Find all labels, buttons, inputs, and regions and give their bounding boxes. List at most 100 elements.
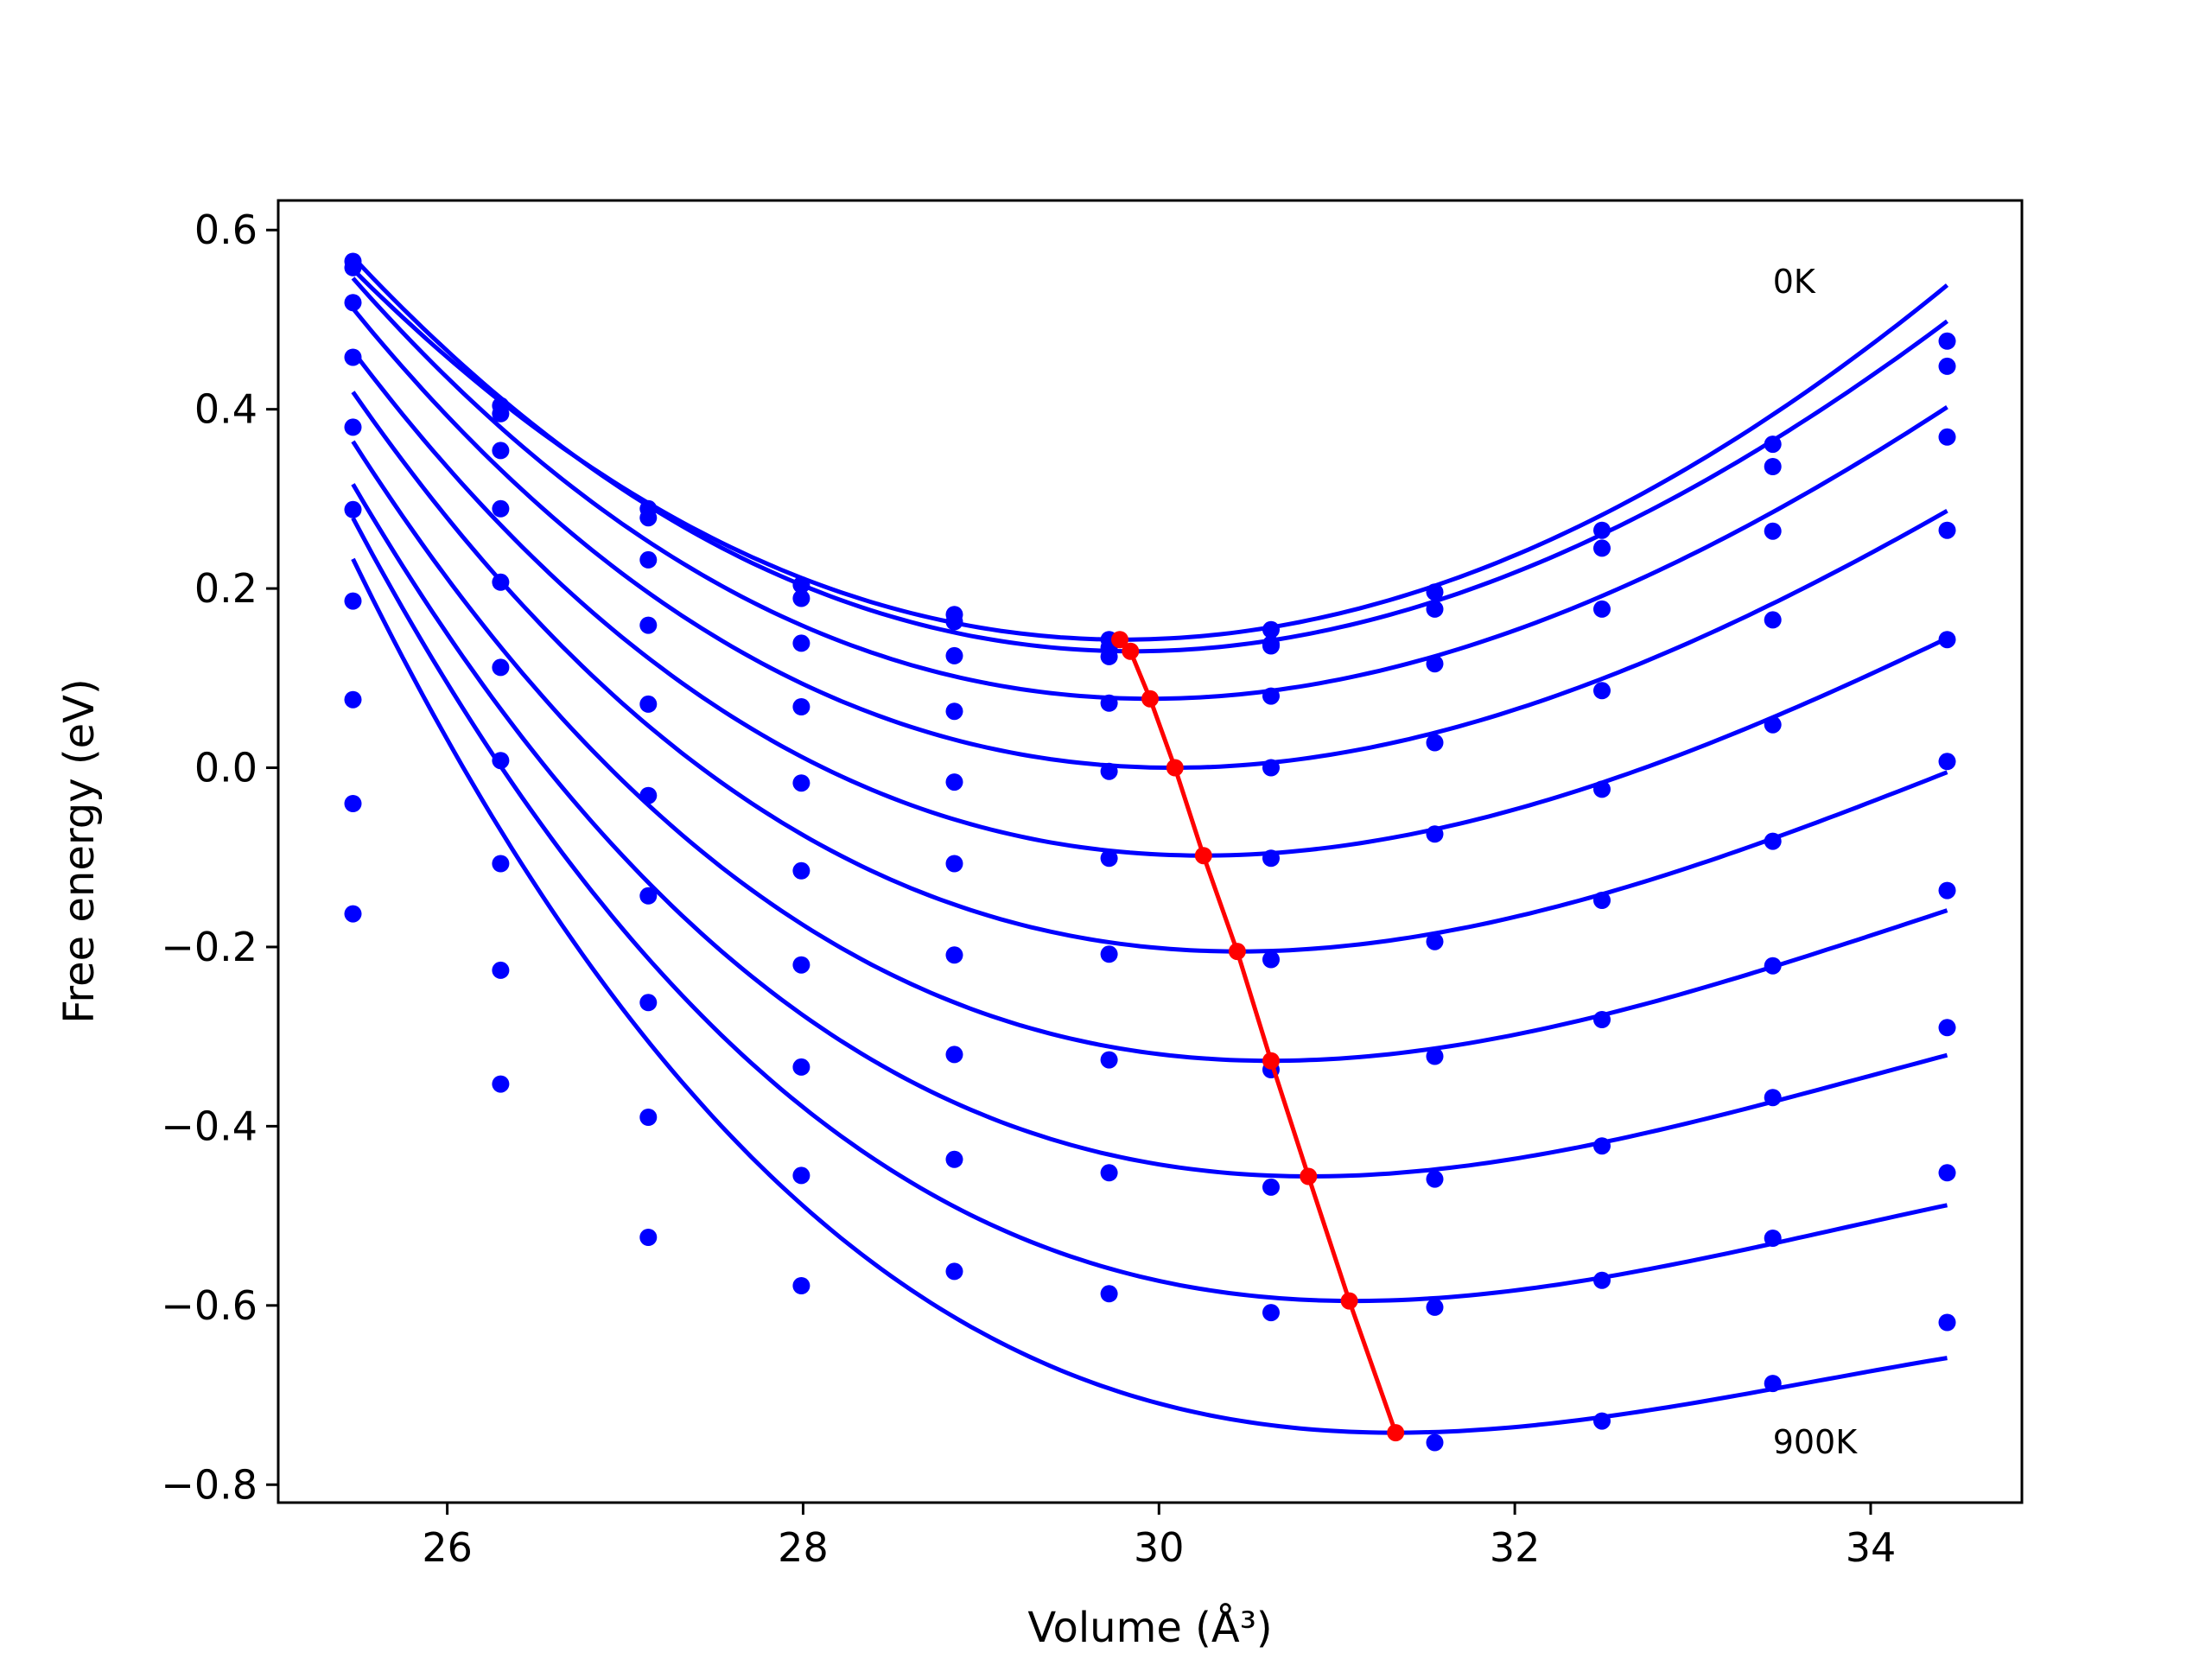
data-point — [1764, 957, 1782, 975]
data-point — [1426, 583, 1444, 601]
fit-curve-4 — [351, 307, 1948, 770]
data-point — [1938, 753, 1956, 771]
data-point — [1764, 1375, 1782, 1393]
fit-curve-2 — [351, 255, 1948, 654]
data-point — [1262, 687, 1280, 705]
data-point — [1938, 1164, 1956, 1182]
annotations: 0K 900K — [1773, 263, 1859, 1461]
fit-curve-6 — [351, 391, 1948, 954]
y-axis-label: Free energy (eV) — [55, 678, 104, 1023]
data-point — [945, 773, 963, 791]
data-point — [1938, 332, 1956, 350]
data-point — [1593, 1011, 1611, 1028]
data-point — [344, 348, 362, 366]
data-point — [1764, 435, 1782, 454]
data-point — [1262, 849, 1280, 868]
data-point — [792, 634, 810, 652]
fit-curve-8 — [351, 483, 1948, 1179]
fit-curve-5 — [351, 349, 1948, 858]
plot-frame — [276, 199, 2024, 1504]
y-tick-label: −0.8 — [161, 1461, 257, 1508]
data-point — [1593, 1137, 1611, 1155]
data-point — [344, 905, 362, 923]
data-point — [945, 1046, 963, 1064]
data-point — [1100, 945, 1118, 963]
data-point — [1593, 682, 1611, 700]
x-tick-label: 32 — [1490, 1524, 1541, 1571]
data-point — [492, 1075, 510, 1093]
data-point — [344, 258, 362, 276]
data-point — [1938, 357, 1956, 375]
data-point — [1938, 881, 1956, 899]
y-tick-label: −0.6 — [161, 1282, 257, 1329]
data-point — [1764, 715, 1782, 734]
data-point — [1426, 1170, 1444, 1188]
data-point — [1426, 600, 1444, 618]
minimum-point — [1228, 943, 1246, 961]
minimum-point — [1166, 759, 1184, 777]
data-point — [1262, 759, 1280, 777]
data-point — [639, 509, 658, 527]
x-tick-label: 26 — [422, 1524, 473, 1571]
data-point — [344, 795, 362, 812]
data-point — [945, 613, 963, 631]
data-point — [1100, 1051, 1118, 1069]
data-point — [1426, 655, 1444, 673]
x-axis-label: Volume (Å³) — [1027, 1603, 1272, 1652]
minimum-point — [1300, 1167, 1318, 1185]
y-axis-ticks: −0.8 −0.6 −0.4 −0.2 0.0 0.2 0.4 0.6 — [161, 207, 278, 1508]
plot-area — [278, 200, 2022, 1503]
data-point — [1764, 1089, 1782, 1107]
x-tick-label: 30 — [1134, 1524, 1185, 1571]
minimum-point — [1262, 1052, 1280, 1070]
data-point — [1426, 734, 1444, 752]
data-point — [1938, 1313, 1956, 1332]
temperature-annotation: 900K — [1773, 1423, 1859, 1461]
fit-curve-9 — [351, 517, 1948, 1304]
data-point — [1100, 694, 1118, 712]
data-point — [792, 774, 810, 792]
data-point — [1938, 428, 1956, 446]
minimum-point — [1387, 1424, 1405, 1442]
data-point — [1938, 1019, 1956, 1037]
data-point — [344, 418, 362, 436]
data-point — [639, 1229, 658, 1246]
data-point — [639, 994, 658, 1012]
data-point — [492, 658, 510, 677]
data-point — [1764, 832, 1782, 850]
data-point — [1426, 825, 1444, 843]
data-point — [1764, 458, 1782, 475]
data-point — [1262, 637, 1280, 655]
data-point — [1262, 1178, 1280, 1196]
data-point — [1262, 620, 1280, 639]
data-point — [945, 702, 963, 721]
data-point — [492, 404, 510, 423]
data-point — [792, 861, 810, 880]
data-point — [1593, 1271, 1611, 1289]
data-point — [1100, 849, 1118, 868]
data-point — [945, 946, 963, 964]
data-point — [1593, 780, 1611, 798]
data-point — [639, 1109, 658, 1126]
data-point — [492, 855, 510, 873]
data-point — [639, 695, 658, 713]
minimum-line-path — [1118, 638, 1398, 1433]
data-point — [344, 690, 362, 709]
data-point — [1593, 521, 1611, 539]
data-point — [945, 646, 963, 664]
data-point — [1593, 600, 1611, 618]
x-axis-ticks: 26 28 30 32 34 — [422, 1503, 1896, 1571]
fit-curve-10 — [351, 557, 1948, 1435]
data-point — [1426, 1047, 1444, 1065]
minimum-point — [1194, 847, 1212, 865]
data-point — [344, 294, 362, 312]
data-point — [1593, 892, 1611, 909]
data-point — [344, 592, 362, 610]
data-point — [1764, 611, 1782, 629]
data-point — [945, 1150, 963, 1168]
data-point — [1426, 1298, 1444, 1316]
y-tick-label: 0.2 — [194, 565, 257, 612]
y-tick-label: 0.0 — [194, 745, 257, 791]
data-point — [945, 855, 963, 873]
